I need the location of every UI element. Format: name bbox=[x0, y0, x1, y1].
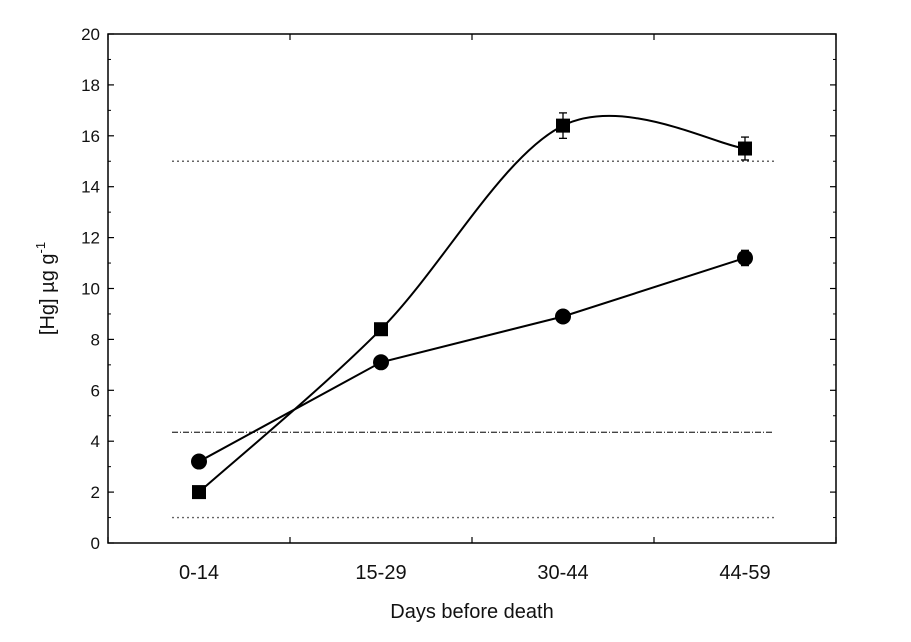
y-tick-label: 20 bbox=[81, 25, 100, 44]
y-tick-label: 10 bbox=[81, 280, 100, 299]
series-layer bbox=[191, 112, 753, 500]
circle-point bbox=[555, 308, 571, 325]
y-tick-label: 4 bbox=[91, 432, 100, 451]
square-point bbox=[192, 485, 206, 500]
y-axis-title-superscript: -1 bbox=[33, 242, 48, 254]
square-point bbox=[738, 141, 752, 156]
y-axis-title-group: [Hg] µg g-1 bbox=[33, 242, 59, 335]
x-tick-label: 0-14 bbox=[179, 562, 219, 584]
series-line-circle bbox=[198, 257, 746, 463]
y-tick-label: 0 bbox=[91, 534, 100, 553]
x-axis-title: Days before death bbox=[390, 601, 553, 623]
x-axis: 0-14 15-29 30-44 44-59 bbox=[107, 34, 837, 584]
y-tick-label: 16 bbox=[81, 127, 100, 146]
y-axis-title: [Hg] µg g-1 bbox=[33, 242, 59, 335]
square-point bbox=[374, 322, 388, 337]
y-tick-label: 6 bbox=[91, 381, 100, 400]
y-tick-label: 2 bbox=[91, 483, 100, 502]
circle-point bbox=[191, 453, 207, 470]
circle-point bbox=[373, 354, 389, 371]
x-tick-label: 44-59 bbox=[719, 562, 770, 584]
y-axis: 0 2 4 6 8 10 12 14 16 18 20 bbox=[81, 25, 836, 553]
x-tick-label: 15-29 bbox=[355, 562, 406, 584]
y-tick-label: 8 bbox=[91, 330, 100, 349]
y-tick-label: 18 bbox=[81, 76, 100, 95]
series-line-square bbox=[198, 115, 746, 493]
plot-frame bbox=[107, 33, 837, 544]
y-tick-label: 14 bbox=[81, 178, 100, 197]
square-point bbox=[556, 118, 570, 133]
y-axis-title-text: [Hg] µg g bbox=[37, 254, 59, 336]
y-tick-label: 12 bbox=[81, 229, 100, 248]
x-tick-label: 30-44 bbox=[537, 562, 588, 584]
reference-lines bbox=[172, 160, 774, 519]
circle-point bbox=[737, 249, 753, 266]
